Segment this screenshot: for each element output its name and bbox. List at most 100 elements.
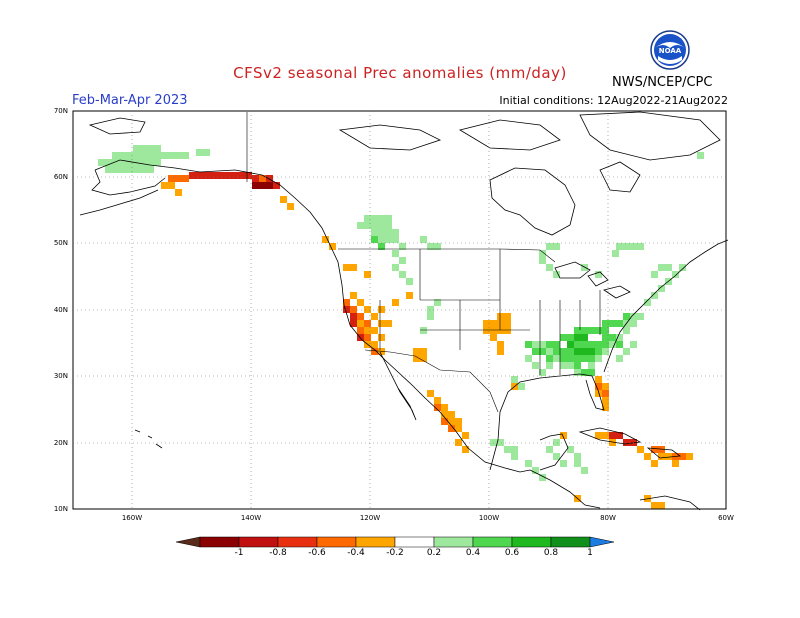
anomaly-cell: [385, 215, 392, 222]
anomaly-cell: [378, 320, 385, 327]
anomaly-cell: [413, 348, 420, 355]
anomaly-cell: [616, 432, 623, 439]
anomaly-cell: [217, 172, 224, 179]
anomaly-cell: [637, 446, 644, 453]
anomaly-cell: [588, 362, 595, 369]
anomaly-cell: [455, 425, 462, 432]
anomaly-cell: [203, 149, 210, 156]
anomaly-cell: [147, 159, 154, 166]
colorbar-label: 0.2: [426, 548, 442, 558]
anomaly-cell: [378, 236, 385, 243]
anomaly-cell: [553, 355, 560, 362]
anomaly-cell: [588, 369, 595, 376]
anomaly-cell: [399, 257, 406, 264]
anomaly-cell: [651, 271, 658, 278]
colorbar-swatch: [550, 536, 591, 548]
anomaly-cell: [364, 215, 371, 222]
anomaly-cell: [623, 313, 630, 320]
anomaly-cell: [588, 327, 595, 334]
anomaly-cell: [697, 152, 704, 159]
anomaly-cell: [126, 159, 133, 166]
anomaly-cell: [609, 320, 616, 327]
anomaly-cell: [175, 152, 182, 159]
anomaly-cell: [168, 152, 175, 159]
colorbar-label: 0.8: [543, 548, 559, 558]
anomaly-cell: [651, 502, 658, 509]
anomaly-cell: [98, 159, 105, 166]
anomaly-cell: [133, 152, 140, 159]
anomaly-cell: [245, 172, 252, 179]
anomaly-cell: [679, 264, 686, 271]
anomaly-cell: [371, 236, 378, 243]
anomaly-cell: [630, 243, 637, 250]
anomaly-cell: [371, 215, 378, 222]
anomaly-cell: [665, 264, 672, 271]
anomaly-cell: [441, 404, 448, 411]
anomaly-cell: [105, 166, 112, 173]
anomaly-cell: [532, 362, 539, 369]
colorbar-swatch: [277, 536, 318, 548]
anomaly-cell: [350, 320, 357, 327]
anomaly-cell: [553, 453, 560, 460]
anomaly-cell: [504, 327, 511, 334]
anomaly-cell: [616, 243, 623, 250]
anomaly-cell: [546, 341, 553, 348]
anomaly-cell: [567, 362, 574, 369]
anomaly-cell: [595, 271, 602, 278]
anomaly-cell: [147, 145, 154, 152]
anomaly-cell: [140, 159, 147, 166]
anomaly-cell: [154, 145, 161, 152]
anomaly-cell: [357, 327, 364, 334]
anomaly-cell: [154, 152, 161, 159]
anomaly-cell: [581, 334, 588, 341]
anomaly-cell: [154, 159, 161, 166]
anomaly-cell: [259, 175, 266, 182]
anomaly-cell: [350, 292, 357, 299]
anomaly-cell: [203, 172, 210, 179]
anomaly-cell: [602, 390, 609, 397]
anomaly-cell: [672, 271, 679, 278]
anomaly-cell: [175, 189, 182, 196]
anomaly-cell: [588, 341, 595, 348]
colorbar-label: -1: [234, 548, 244, 558]
anomaly-cell: [266, 182, 273, 189]
anomaly-cell: [420, 327, 427, 334]
anomaly-cell: [483, 320, 490, 327]
anomaly-cell: [637, 243, 644, 250]
anomaly-cell: [161, 182, 168, 189]
anomaly-cell: [574, 460, 581, 467]
anomaly-cell: [553, 341, 560, 348]
anomaly-cell: [574, 369, 581, 376]
anomaly-cell: [490, 327, 497, 334]
anomaly-cell: [595, 376, 602, 383]
anomaly-cell: [609, 432, 616, 439]
anomaly-cell: [343, 306, 350, 313]
anomaly-cell: [371, 348, 378, 355]
anomaly-cell: [147, 152, 154, 159]
anomaly-cell: [252, 175, 259, 182]
anomaly-cell: [595, 432, 602, 439]
anomaly-cell: [574, 355, 581, 362]
anomaly-cell: [504, 446, 511, 453]
anomaly-cell: [539, 250, 546, 257]
anomaly-cell: [441, 418, 448, 425]
anomaly-cell: [553, 348, 560, 355]
anomaly-cell: [539, 257, 546, 264]
coastlines: [79, 111, 729, 511]
anomaly-cell: [371, 229, 378, 236]
anomaly-cell: [532, 467, 539, 474]
colorbar-swatch: [511, 536, 552, 548]
anomaly-cell: [441, 411, 448, 418]
anomaly-cell: [378, 334, 385, 341]
anomaly-cell: [511, 376, 518, 383]
anomaly-cell: [630, 341, 637, 348]
anomaly-cell: [546, 355, 553, 362]
anomaly-cell: [644, 299, 651, 306]
anomaly-cell: [497, 327, 504, 334]
anomaly-cell: [574, 453, 581, 460]
anomaly-cell: [371, 313, 378, 320]
anomaly-cell: [511, 446, 518, 453]
anomaly-cell: [238, 172, 245, 179]
colorbar-label: -0.6: [308, 548, 326, 558]
anomaly-cell: [112, 166, 119, 173]
